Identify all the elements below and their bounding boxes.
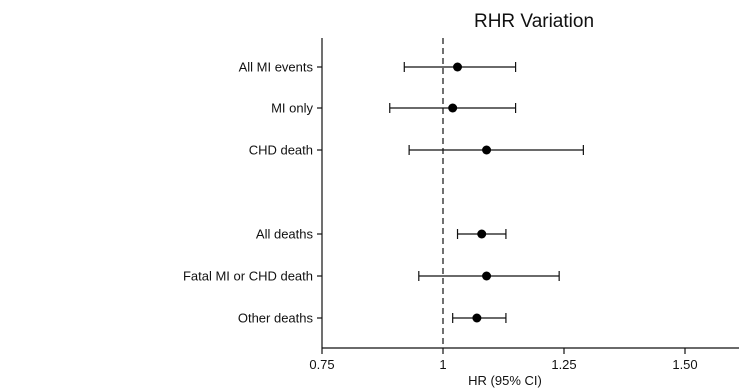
hr-point [472, 313, 482, 323]
hr-point [482, 145, 492, 155]
row-label: CHD death [249, 143, 313, 158]
hr-point [448, 103, 458, 113]
chart-title: RHR Variation [474, 11, 594, 32]
x-axis-label: HR (95% CI) [468, 373, 542, 388]
x-tick-label: 1.25 [551, 357, 576, 372]
x-tick-label: 1.50 [672, 357, 697, 372]
forest-row: Fatal MI or CHD death [183, 269, 560, 284]
forest-row: All MI events [239, 60, 517, 75]
row-label: All MI events [239, 60, 314, 75]
x-tick-label: 1 [439, 357, 446, 372]
hr-point [482, 271, 492, 281]
forest-row: All deaths [256, 227, 507, 242]
row-label: All deaths [256, 227, 314, 242]
forest-row: Other deaths [238, 311, 507, 326]
hr-point [477, 229, 487, 239]
forest-row: MI only [271, 101, 517, 116]
x-tick-label: 0.75 [309, 357, 334, 372]
row-label: Fatal MI or CHD death [183, 269, 313, 284]
row-label: MI only [271, 101, 313, 116]
hr-point [453, 62, 463, 72]
row-label: Other deaths [238, 311, 314, 326]
forest-row: CHD death [249, 143, 584, 158]
